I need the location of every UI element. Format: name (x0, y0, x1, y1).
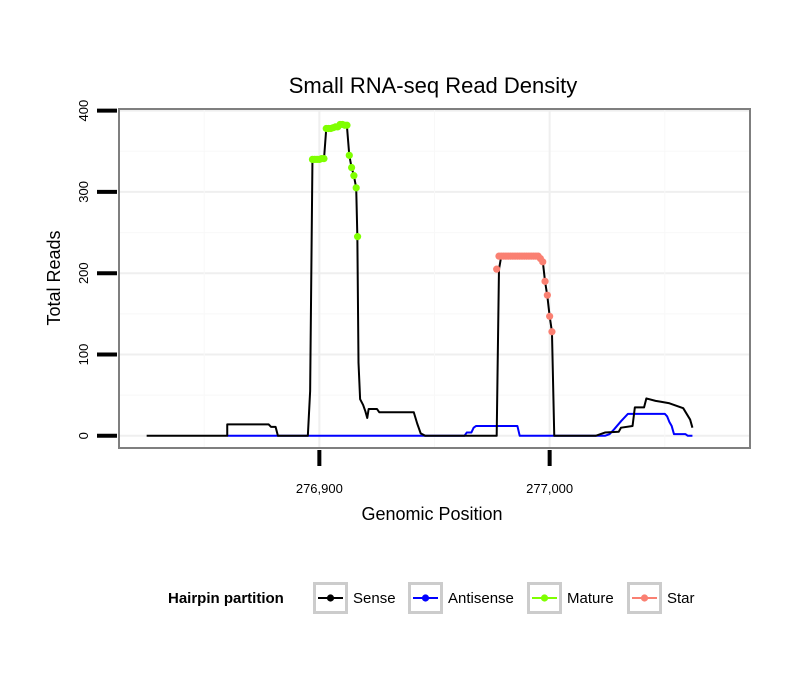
data-point-mature (352, 184, 360, 192)
legend-key-point (421, 594, 430, 602)
legend-label: Antisense (448, 590, 514, 607)
data-point-mature (343, 121, 351, 129)
plot-panel-border (118, 108, 751, 449)
legend-label: Star (667, 590, 695, 607)
y-tick-label: 400 (76, 100, 91, 122)
data-point-star (548, 328, 556, 336)
data-point-star (541, 277, 549, 285)
y-tick-label: 0 (76, 432, 91, 439)
legend-key-point (540, 594, 549, 602)
data-point-mature (353, 233, 362, 241)
y-tick-label: 300 (76, 181, 91, 203)
chart-title: Small RNA-seq Read Density (289, 73, 578, 98)
y-axis: 0 100 200 300 400 (76, 100, 117, 439)
x-tick-label: 276,900 (296, 481, 343, 496)
y-axis-title: Total Reads (44, 230, 64, 325)
legend-key-point (640, 594, 649, 602)
legend-item-mature: Mature (527, 582, 614, 614)
series-line-sense (146, 124, 694, 437)
data-point-star (539, 258, 547, 266)
x-axis-title: Genomic Position (361, 504, 502, 524)
data-point-star (493, 265, 501, 273)
series-lines (146, 124, 694, 437)
y-tick-label: 100 (76, 344, 91, 366)
legend: Hairpin partition Sense Antisense Mature St… (168, 582, 695, 614)
legend-label: Mature (567, 590, 614, 607)
legend-title: Hairpin partition (168, 590, 284, 607)
data-point-star (546, 312, 554, 320)
series-points (308, 120, 556, 336)
legend-label: Sense (353, 590, 396, 607)
data-point-star (543, 291, 551, 299)
y-tick-label: 200 (76, 262, 91, 284)
data-point-mature (320, 154, 328, 163)
data-point-mature (345, 151, 353, 159)
legend-item-antisense: Antisense (408, 582, 514, 614)
legend-key-point (326, 594, 335, 602)
series-line-antisense (227, 412, 693, 437)
data-point-mature (350, 172, 358, 180)
legend-item-sense: Sense (313, 582, 396, 614)
legend-item-star: Star (627, 582, 695, 614)
data-point-mature (347, 163, 356, 172)
x-tick-label: 277,000 (526, 481, 573, 496)
x-axis: 276,900 277,000 (296, 450, 573, 496)
grid (119, 109, 750, 448)
